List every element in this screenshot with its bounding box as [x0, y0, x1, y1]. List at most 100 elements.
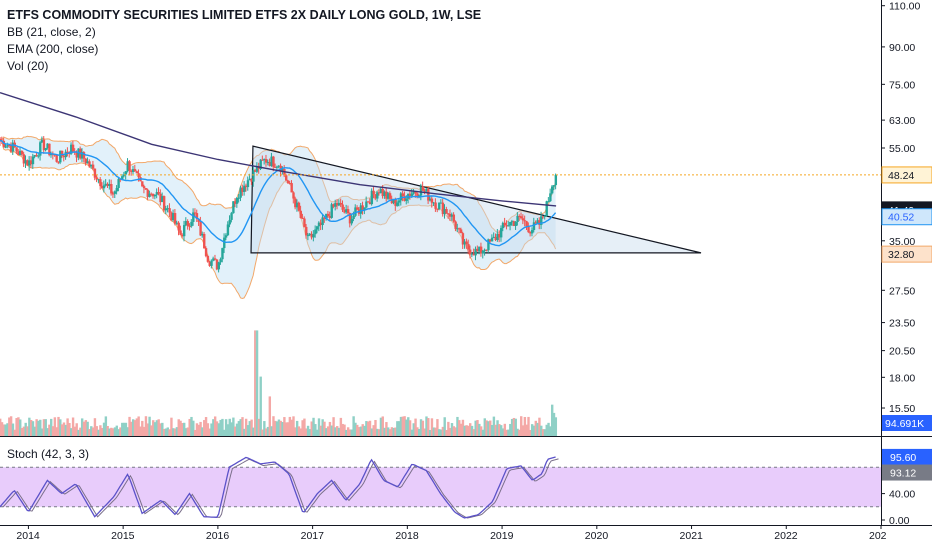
candle-body	[538, 220, 541, 225]
volume-bar	[28, 417, 31, 436]
candle-body	[9, 145, 13, 152]
vol-legend[interactable]: Vol (20)	[7, 59, 49, 73]
candle-body	[190, 221, 193, 227]
volume-bar	[314, 424, 317, 436]
volume-bar	[97, 429, 100, 436]
volume-bar	[166, 427, 170, 436]
candle-body	[527, 226, 530, 232]
volume-bar	[543, 429, 547, 436]
volume-bar	[84, 420, 88, 436]
volume-bar	[255, 330, 259, 436]
candle-body	[459, 229, 463, 234]
volume-bar	[268, 396, 272, 436]
volume-bar	[478, 423, 481, 436]
candle-body	[514, 221, 517, 226]
candle-body	[419, 186, 423, 196]
candle-body	[516, 215, 519, 222]
volume-bar	[159, 423, 162, 436]
candle-body	[374, 194, 377, 199]
volume-bar	[527, 416, 530, 436]
stoch-badge	[882, 448, 932, 465]
volume-bar	[122, 422, 126, 436]
time-axis[interactable]: 2014 2015 2016 2017 2018 2019 2020 2021 2022 202	[16, 525, 887, 542]
candle-body	[518, 215, 521, 217]
candle-body	[206, 255, 210, 262]
price-axis[interactable]: 110.0090.0075.0063.0055.0047.5035.0027.5…	[0, 0, 932, 527]
volume-bar	[447, 421, 450, 436]
candle-body	[328, 215, 332, 218]
candle-body	[532, 222, 536, 231]
volume-bar	[266, 426, 270, 436]
volume-bar	[399, 416, 403, 436]
volume-bar	[305, 428, 308, 436]
candle-body	[162, 196, 166, 211]
volume-bar	[432, 427, 435, 436]
volume-bar	[95, 426, 98, 436]
candle-body	[541, 216, 545, 218]
candle-body	[438, 202, 441, 210]
candle-body	[102, 185, 106, 189]
price-tick-label: 35.00	[889, 236, 915, 248]
volume-bar	[213, 416, 217, 436]
volume-bar	[308, 429, 312, 436]
triangle-drawing[interactable]	[250, 145, 702, 254]
volume-bar	[119, 427, 122, 436]
price-tick-label: 63.00	[889, 115, 915, 127]
volume-bar	[414, 418, 417, 436]
candle-body	[60, 150, 64, 156]
candle-body	[182, 225, 186, 237]
volume-bar	[467, 425, 470, 436]
volume-bar	[337, 427, 341, 436]
volume-bar	[82, 421, 86, 436]
candle-body	[454, 221, 457, 229]
candle-body	[66, 151, 69, 153]
volume-bar	[441, 426, 445, 436]
stoch-legend[interactable]: Stoch (42, 3, 3)	[7, 447, 90, 461]
candle-body	[39, 142, 42, 156]
volume-bar	[492, 416, 496, 436]
candle-body	[2, 140, 6, 148]
volume-badge-label: 94.691K	[885, 418, 924, 430]
volume-bar	[206, 423, 210, 436]
ema-legend[interactable]: EMA (200, close)	[7, 42, 99, 56]
volume-bar	[458, 420, 461, 436]
volume-bar	[20, 427, 24, 436]
candle-body	[99, 179, 102, 187]
volume-bar	[496, 420, 499, 436]
volume-bar	[281, 421, 284, 436]
volume-bar	[541, 429, 545, 436]
candle-body	[323, 217, 326, 219]
volume-bar	[275, 421, 279, 436]
candle-body	[97, 179, 100, 181]
candle-body	[177, 222, 180, 231]
candle-body	[42, 139, 46, 151]
candle-body	[470, 253, 474, 255]
volume-bar	[549, 426, 552, 436]
candle-body	[263, 159, 266, 161]
volume-bar	[131, 419, 135, 436]
volume-bar	[326, 426, 330, 436]
volume-bar	[164, 428, 168, 436]
candle-body	[17, 151, 20, 155]
candle-body	[59, 150, 62, 163]
volume-bar	[374, 419, 377, 436]
candle-body	[370, 190, 374, 205]
candle-body	[254, 170, 257, 172]
candle-body	[434, 202, 437, 209]
price-badge-label: 48.24	[888, 170, 914, 182]
candle-body	[22, 154, 26, 164]
bb-legend[interactable]: BB (21, close, 2)	[7, 25, 96, 39]
stoch-tick-label: 40.00	[889, 489, 915, 501]
volume-bar	[19, 419, 22, 436]
price-badge-label: 32.80	[888, 249, 914, 261]
candle-body	[510, 221, 514, 223]
volume-bar	[173, 428, 177, 436]
candle-body	[8, 145, 11, 147]
price-pane	[0, 92, 881, 300]
volume-bar	[529, 429, 532, 436]
candle-body	[197, 218, 200, 222]
candle-body	[547, 201, 550, 203]
candle-body	[53, 154, 57, 156]
candle-body	[412, 191, 415, 194]
